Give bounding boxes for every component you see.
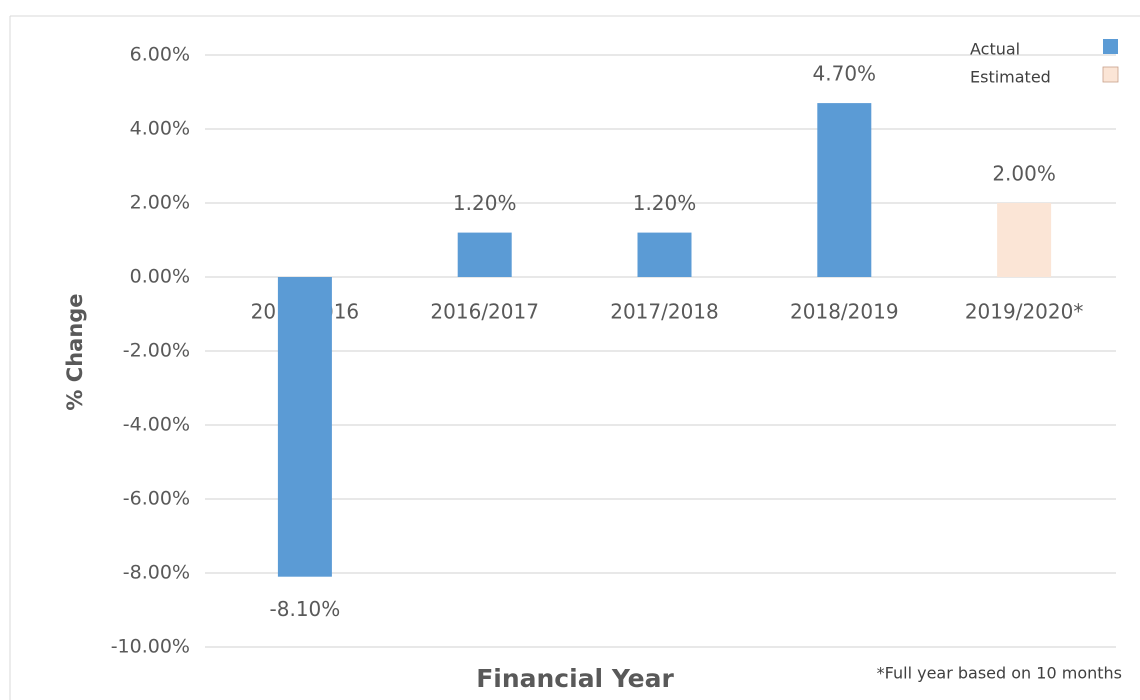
y-axis-title: % Change — [63, 293, 87, 410]
data-label: 4.70% — [813, 62, 877, 86]
footnote: *Full year based on 10 months — [877, 664, 1122, 683]
y-tick-label: 2.00% — [130, 192, 190, 214]
y-tick-label: -8.00% — [123, 562, 190, 584]
y-tick-label: -2.00% — [123, 340, 190, 362]
bar — [817, 103, 872, 277]
bar — [457, 232, 512, 277]
y-tick-label: 0.00% — [130, 266, 190, 288]
legend-label: Estimated — [970, 68, 1051, 87]
x-tick-label: 2016/2017 — [430, 300, 539, 324]
bar — [997, 203, 1052, 277]
y-tick-label: 6.00% — [130, 44, 190, 66]
x-tick-label: 2018/2019 — [790, 300, 899, 324]
y-tick-label: 4.00% — [130, 118, 190, 140]
legend-label: Actual — [970, 40, 1020, 59]
bar — [277, 277, 332, 577]
data-label: 1.20% — [453, 191, 517, 215]
y-tick-label: -4.00% — [123, 414, 190, 436]
y-tick-label: -10.00% — [111, 636, 190, 658]
legend-swatch — [1102, 66, 1119, 83]
x-tick-label: 2019/2020* — [965, 300, 1084, 324]
bar — [637, 232, 692, 277]
data-label: -8.10% — [270, 597, 341, 621]
y-tick-label: -6.00% — [123, 488, 190, 510]
data-label: 2.00% — [992, 162, 1056, 186]
legend-swatch — [1103, 39, 1118, 54]
data-label: 1.20% — [633, 191, 697, 215]
x-tick-label: 2017/2018 — [610, 300, 719, 324]
x-axis-title: Financial Year — [476, 664, 674, 693]
